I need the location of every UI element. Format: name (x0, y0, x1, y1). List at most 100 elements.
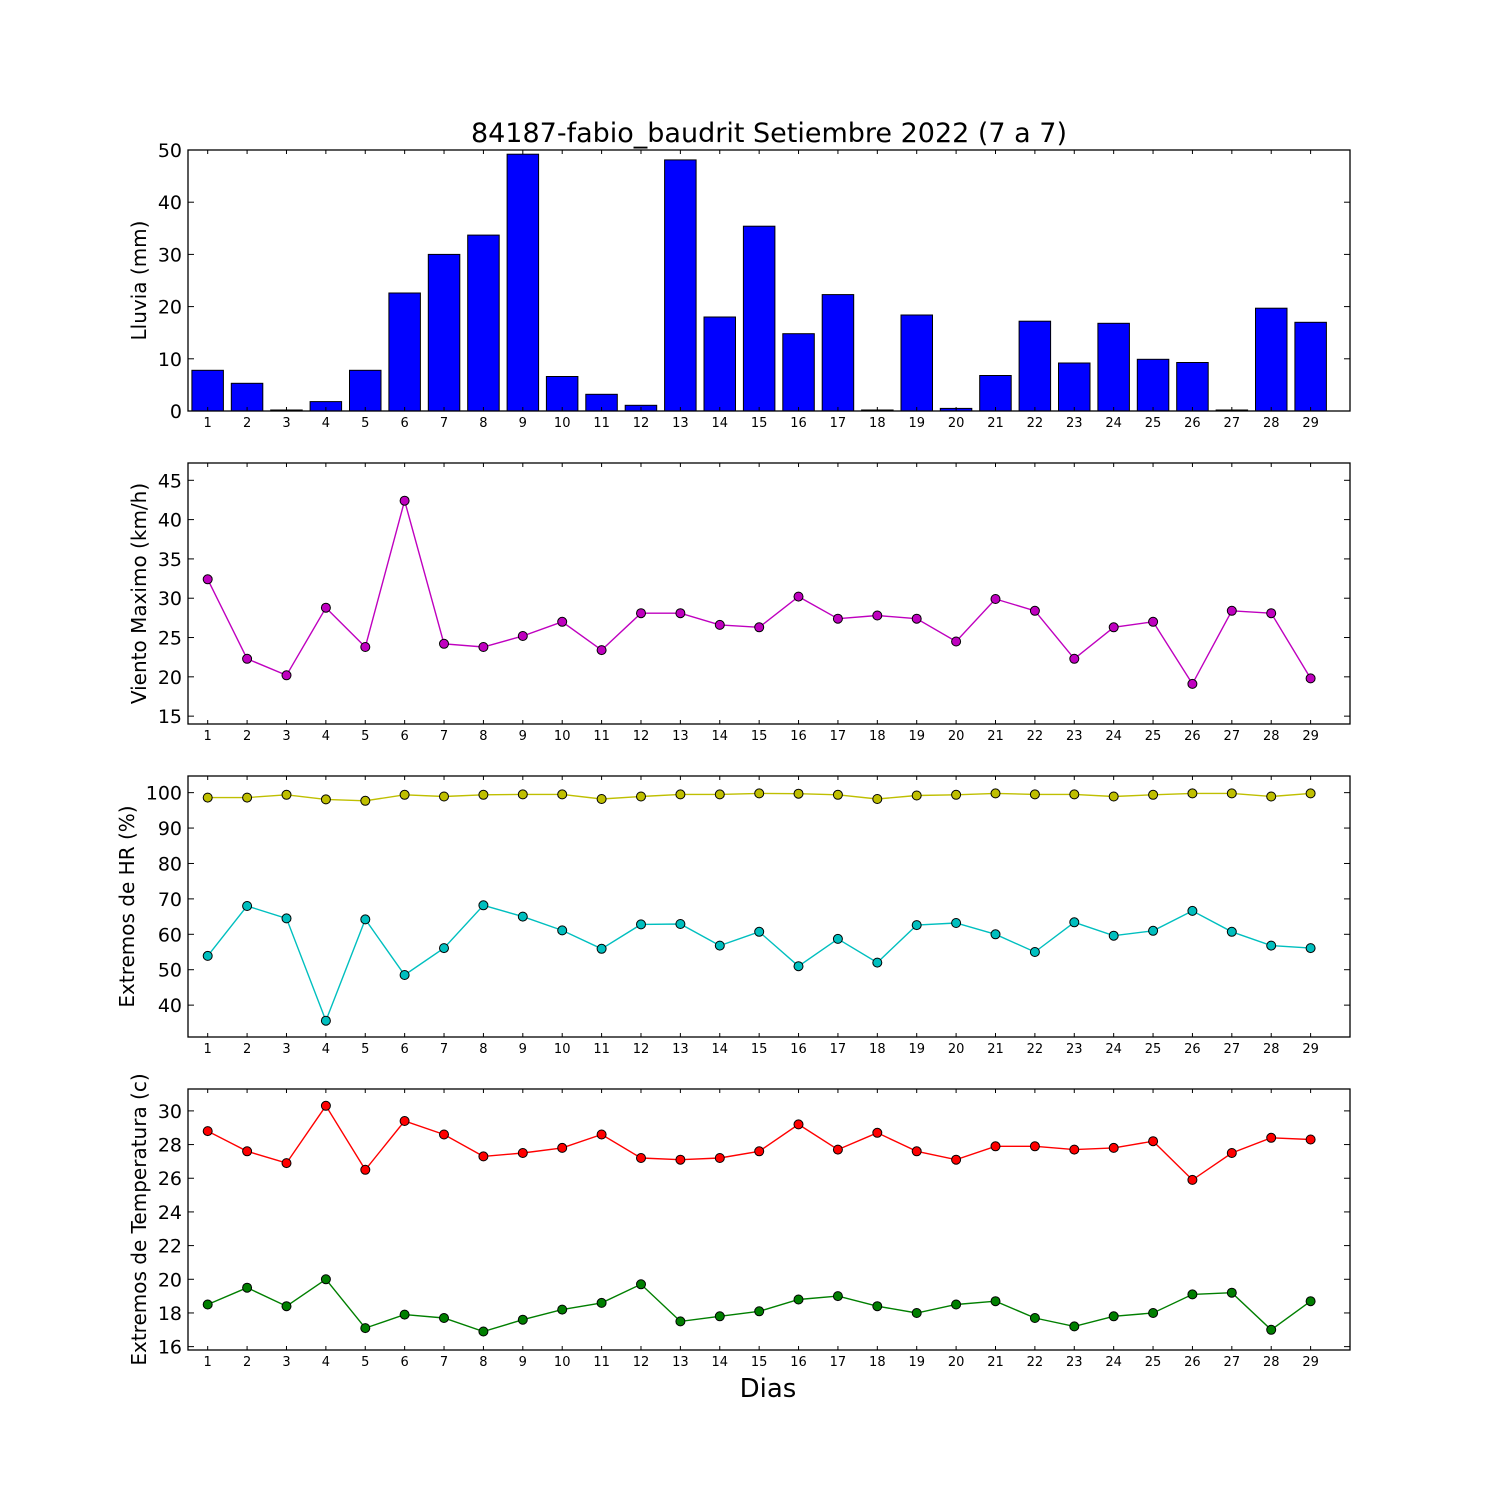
wind-series-0-point-29 (1305, 673, 1316, 684)
x-tick-label: 29 (1302, 1355, 1319, 1370)
y-axis-label: Viento Maximo (km/h) (127, 483, 151, 704)
x-tick-label: 1 (204, 729, 212, 744)
humidity-series-1-point-19 (911, 920, 922, 931)
humidity-series-0-point-29 (1305, 788, 1316, 799)
x-tick-label: 23 (1066, 416, 1083, 431)
temperature-series-0-point-13 (675, 1154, 686, 1165)
x-tick-label: 5 (361, 416, 369, 431)
x-tick-label: 6 (401, 729, 409, 744)
y-axis-label: Extremos de Temperatura (c) (127, 1073, 151, 1365)
x-tick-label: 29 (1302, 1042, 1319, 1057)
humidity-panel: 1 2 3 4 5 6 7 8 9 10 11 12 13 14 15 16 17 18 19 20 21 22 23 24 2… (115, 775, 1351, 1057)
y-axis-label: Lluvia (mm) (127, 221, 151, 341)
x-tick-label: 23 (1066, 1355, 1083, 1370)
temperature-series-0-point-14 (714, 1153, 725, 1163)
humidity-series-1-point-14 (714, 940, 725, 951)
x-tick-label: 9 (519, 1355, 527, 1370)
bar-day-22 (1018, 320, 1052, 412)
x-tick-label: 10 (554, 1042, 571, 1057)
wind-series-0-point-25 (1148, 616, 1159, 627)
humidity-series-0-point-5 (360, 795, 371, 806)
humidity-series-1-point-22 (1029, 947, 1040, 957)
x-tick-label: 28 (1263, 416, 1280, 431)
x-tick-label: 28 (1263, 1042, 1280, 1057)
temperature-series-1-point-27 (1226, 1287, 1237, 1298)
wind-series-0-point-11 (596, 645, 607, 656)
humidity-series-0-point-16 (793, 788, 804, 799)
x-tick-label: 21 (987, 416, 1004, 431)
y-tick-label: 35 (158, 549, 182, 571)
temperature-series-0-point-16 (793, 1119, 804, 1130)
bar-day-16 (782, 333, 815, 412)
x-tick-label: 22 (1027, 1355, 1044, 1370)
wind-series-0-point-2 (242, 653, 253, 664)
temperature-series-1-point-21 (990, 1296, 1001, 1307)
temperature-series-0-point-9 (517, 1148, 528, 1158)
temperature-series-1-point-18 (872, 1301, 883, 1312)
x-tick-label: 15 (751, 1355, 768, 1370)
x-tick-label: 21 (987, 1355, 1004, 1370)
temperature-series-1-point-7 (439, 1313, 449, 1323)
temperature-series-1-point-14 (714, 1311, 725, 1322)
x-tick-label: 26 (1184, 1355, 1201, 1370)
x-tick-label: 12 (633, 1355, 650, 1370)
humidity-series-1-point-12 (636, 919, 646, 930)
temperature-series-0-point-8 (478, 1151, 489, 1162)
x-tick-label: 28 (1263, 1355, 1280, 1370)
y-tick-label: 30 (158, 244, 182, 266)
bar-day-2 (230, 382, 264, 412)
humidity-series-1-point-13 (675, 919, 686, 929)
x-tick-label: 18 (869, 416, 886, 431)
humidity-series-0-point-28 (1266, 791, 1277, 802)
humidity-series-1-point-1 (202, 950, 213, 961)
humidity-series-1-point-21 (990, 929, 1001, 940)
wind-series-0-point-13 (675, 608, 686, 619)
humidity-series-0-point-6 (399, 789, 410, 800)
bar-day-10 (545, 376, 579, 412)
wind-series-0-point-10 (557, 616, 568, 627)
humidity-series-0-point-15 (754, 788, 765, 799)
bar-day-23 (1058, 362, 1091, 412)
wind-series-0-point-28 (1266, 608, 1277, 619)
x-tick-label: 7 (440, 729, 448, 744)
humidity-series-0-point-8 (478, 789, 489, 800)
x-tick-label: 20 (948, 729, 965, 744)
x-tick-label: 14 (711, 1355, 728, 1370)
x-tick-label: 1 (204, 1355, 212, 1370)
x-tick-label: 23 (1066, 729, 1083, 744)
x-tick-label: 6 (401, 416, 409, 431)
x-tick-label: 18 (869, 1042, 886, 1057)
humidity-series-1-point-4 (320, 1015, 331, 1026)
humidity-series-0-point-1 (202, 792, 213, 803)
x-tick-label: 20 (948, 1042, 965, 1057)
x-tick-label: 24 (1105, 729, 1122, 744)
temperature-series-1-point-26 (1187, 1289, 1198, 1300)
x-tick-label: 11 (593, 416, 610, 431)
x-tick-label: 3 (282, 729, 290, 744)
bar-day-5 (349, 369, 382, 412)
x-tick-label: 25 (1145, 416, 1162, 431)
humidity-series-1-point-24 (1108, 930, 1119, 941)
x-tick-label: 23 (1066, 1042, 1083, 1057)
wind-series-0-point-12 (636, 608, 646, 619)
humidity-series-0-point-7 (439, 791, 449, 802)
humidity-series-1-point-25 (1148, 925, 1159, 936)
x-tick-label: 17 (830, 729, 847, 744)
y-tick-label: 25 (158, 628, 182, 650)
x-tick-label: 19 (908, 1042, 925, 1057)
x-tick-label: 13 (672, 1042, 689, 1057)
humidity-series-1-point-16 (793, 961, 804, 972)
temperature-series-1-point-28 (1266, 1324, 1277, 1335)
y-tick-label: 18 (158, 1303, 182, 1325)
humidity-series-1-point-9 (517, 911, 528, 922)
humidity-series-1-point-26 (1187, 905, 1198, 916)
y-tick-label: 80 (158, 853, 182, 875)
humidity-series-0-point-27 (1226, 788, 1237, 799)
bar-day-8 (467, 234, 500, 412)
temperature-series-0-point-27 (1226, 1148, 1237, 1158)
x-tick-label: 24 (1105, 1042, 1122, 1057)
temperature-series-1-point-1 (202, 1299, 213, 1310)
x-tick-label: 27 (1224, 1042, 1241, 1057)
temperature-series-0-point-25 (1148, 1136, 1159, 1147)
